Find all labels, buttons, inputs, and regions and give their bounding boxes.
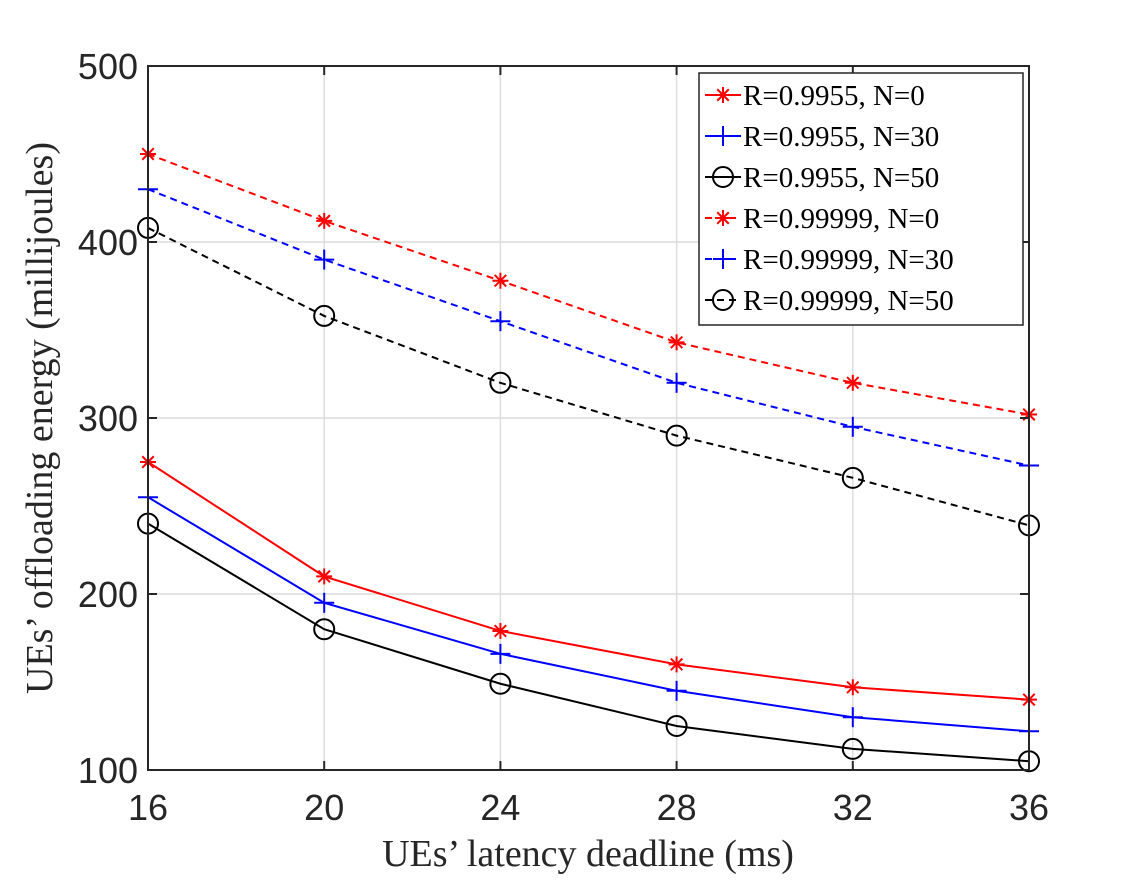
data-point — [666, 372, 687, 393]
data-point — [492, 272, 509, 289]
legend-marker — [713, 249, 733, 269]
y-axis-label: UEs’ offloading energy (millijoules) — [19, 142, 61, 694]
x-tick-label: 36 — [1009, 787, 1049, 828]
legend-item: R=0.99999, N=0 — [705, 203, 939, 235]
data-point — [314, 249, 335, 270]
legend-box — [698, 72, 1024, 326]
legend-label: R=0.9955, N=30 — [743, 121, 939, 153]
x-axis-label: UEs’ latency deadline (ms) — [382, 833, 794, 875]
legend-item: R=0.9955, N=30 — [705, 121, 939, 153]
legend-marker — [715, 210, 731, 226]
legend-label: R=0.99999, N=0 — [743, 203, 939, 235]
legend-item: R=0.99999, N=30 — [705, 244, 954, 276]
data-point — [489, 371, 512, 394]
x-tick-label: 32 — [833, 787, 873, 828]
data-point — [668, 334, 685, 351]
legend-label: R=0.9955, N=50 — [743, 162, 939, 194]
data-point — [316, 212, 333, 229]
series-line — [147, 522, 1030, 763]
data-point — [489, 672, 512, 695]
legend-item: R=0.9955, N=50 — [705, 162, 939, 194]
data-point — [841, 737, 864, 760]
series-line — [147, 153, 1030, 416]
data-point — [668, 656, 685, 673]
data-point — [666, 680, 687, 701]
data-point — [844, 374, 861, 391]
legend-marker — [715, 87, 731, 103]
series-line — [147, 461, 1030, 701]
y-tick-label: 400 — [78, 222, 138, 263]
data-point — [665, 715, 688, 737]
legend-item: R=0.9955, N=0 — [705, 80, 925, 112]
series-group — [137, 146, 1040, 773]
legend-marker — [712, 289, 734, 311]
data-point — [842, 707, 863, 728]
data-point — [490, 643, 511, 664]
x-tick-label: 24 — [480, 787, 520, 828]
legend: R=0.9955, N=0 R=0.9955, N=30 R=0.9955, N=5… — [698, 72, 1024, 326]
axes: 16 20 24 28 32 36 100 200 300 400 500 — [78, 46, 1049, 828]
y-tick-label: 300 — [78, 398, 138, 439]
data-point — [313, 304, 336, 327]
y-tick-label: 100 — [78, 750, 138, 791]
data-point — [490, 311, 511, 332]
x-tick-label: 20 — [304, 787, 344, 828]
legend-marker — [712, 166, 734, 188]
data-point — [841, 466, 864, 489]
series-line — [147, 227, 1030, 527]
legend-marker — [713, 126, 733, 146]
data-point — [665, 424, 688, 447]
data-point — [842, 416, 863, 437]
data-point — [492, 622, 509, 639]
data-point — [316, 568, 333, 585]
data-point — [313, 618, 336, 641]
x-tick-label: 16 — [128, 787, 168, 828]
legend-item: R=0.99999, N=50 — [705, 285, 954, 317]
legend-label: R=0.99999, N=50 — [743, 285, 954, 317]
series-line — [147, 496, 1030, 733]
series-line — [147, 188, 1030, 467]
legend-label: R=0.9955, N=0 — [743, 80, 925, 112]
y-tick-label: 200 — [78, 574, 138, 615]
legend-label: R=0.99999, N=30 — [743, 244, 954, 276]
data-point — [314, 592, 335, 613]
data-point — [844, 679, 861, 696]
y-tick-label: 500 — [78, 46, 138, 87]
x-tick-label: 28 — [657, 787, 697, 828]
